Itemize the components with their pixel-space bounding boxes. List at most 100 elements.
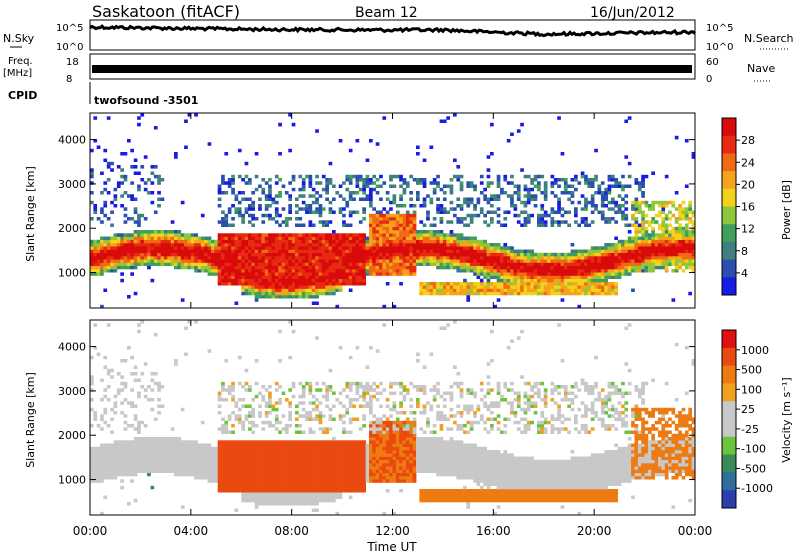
power-cell <box>590 181 595 185</box>
power-cell <box>389 207 393 211</box>
power-cell <box>405 259 410 263</box>
power-cell <box>358 282 363 286</box>
power-cell <box>281 256 286 260</box>
power-cell <box>617 207 622 211</box>
power-cell <box>473 288 477 292</box>
power-cell <box>463 282 467 286</box>
velocity-cell <box>140 443 145 447</box>
velocity-cell <box>288 469 292 473</box>
velocity-cell <box>211 479 215 483</box>
power-cell <box>291 174 296 179</box>
power-cell <box>506 256 511 260</box>
velocity-cell <box>248 459 252 464</box>
power-cell <box>211 246 215 250</box>
power-cell <box>567 282 571 286</box>
power-cell <box>385 265 390 270</box>
power-cell <box>432 249 437 253</box>
velocity-cell <box>221 476 225 480</box>
power-cell <box>563 278 568 283</box>
power-cell <box>530 197 534 201</box>
power-cell <box>224 252 229 257</box>
velocity-cell <box>251 472 255 477</box>
power-cell <box>543 278 548 283</box>
power-cell <box>607 246 612 250</box>
power-cell <box>278 288 282 292</box>
power-cell <box>510 181 514 185</box>
velocity-cell <box>298 502 303 506</box>
power-cell <box>658 239 662 244</box>
velocity-cell <box>288 485 292 490</box>
power-cell <box>590 200 595 205</box>
power-cell <box>644 243 649 247</box>
power-cell <box>486 269 491 273</box>
power-cell <box>261 265 266 270</box>
power-cell <box>691 269 696 273</box>
velocity-cell <box>217 482 222 486</box>
velocity-cell <box>274 401 279 405</box>
power-cell <box>600 194 605 198</box>
power-cell <box>442 197 447 201</box>
power-cell <box>560 282 565 286</box>
power-cell <box>584 285 588 289</box>
velocity-cell <box>227 440 232 444</box>
power-cell <box>533 275 538 279</box>
power-cell <box>641 184 645 188</box>
power-cell <box>184 239 188 244</box>
power-cell <box>614 204 618 208</box>
power-cell <box>611 249 615 253</box>
power-cell <box>365 252 370 257</box>
power-cell <box>432 252 437 257</box>
power-cell <box>510 285 514 289</box>
power-cell <box>395 246 400 250</box>
power-cell <box>231 233 235 237</box>
power-cell <box>456 165 461 169</box>
power-cell <box>436 230 440 234</box>
power-cell <box>268 288 272 292</box>
velocity-cell <box>93 472 98 477</box>
power-cell <box>251 204 255 208</box>
velocity-cell <box>281 391 286 395</box>
power-cell <box>399 194 403 198</box>
power-cell <box>422 243 427 247</box>
power-cell <box>382 262 387 266</box>
velocity-cell <box>264 440 269 444</box>
power-cell <box>399 223 403 227</box>
velocity-cell <box>211 463 215 467</box>
power-cell <box>456 178 461 182</box>
velocity-cell <box>103 355 108 360</box>
power-cell <box>116 249 121 253</box>
power-cell <box>288 246 292 250</box>
power-cell <box>348 148 353 153</box>
power-cell <box>237 256 242 260</box>
velocity-cell <box>137 446 141 451</box>
power-cell <box>305 259 309 263</box>
velocity-cell <box>123 469 128 473</box>
power-cell <box>674 259 679 263</box>
velocity-cell <box>123 381 128 386</box>
velocity-cell <box>200 453 205 457</box>
velocity-cell <box>231 443 235 447</box>
power-cell <box>258 256 262 260</box>
power-cell <box>332 262 336 266</box>
power-cell <box>93 246 98 250</box>
power-cell <box>463 249 467 253</box>
power-cell <box>110 168 114 172</box>
power-cell <box>184 249 188 253</box>
power-cell <box>453 236 457 240</box>
power-cell <box>133 239 138 244</box>
power-cell <box>395 210 400 214</box>
power-cell <box>375 226 380 231</box>
power-cell <box>540 191 545 195</box>
velocity-cell <box>248 489 252 493</box>
velocity-cell <box>231 446 235 451</box>
power-cell <box>429 243 434 247</box>
power-cell <box>463 278 467 283</box>
velocity-cell <box>194 320 198 324</box>
power-cell <box>634 269 639 273</box>
power-cell <box>103 265 108 270</box>
velocity-cell <box>231 482 235 486</box>
power-cell <box>651 246 655 250</box>
power-cell <box>422 236 427 240</box>
power-cell <box>204 236 208 240</box>
velocity-cell <box>120 485 124 490</box>
